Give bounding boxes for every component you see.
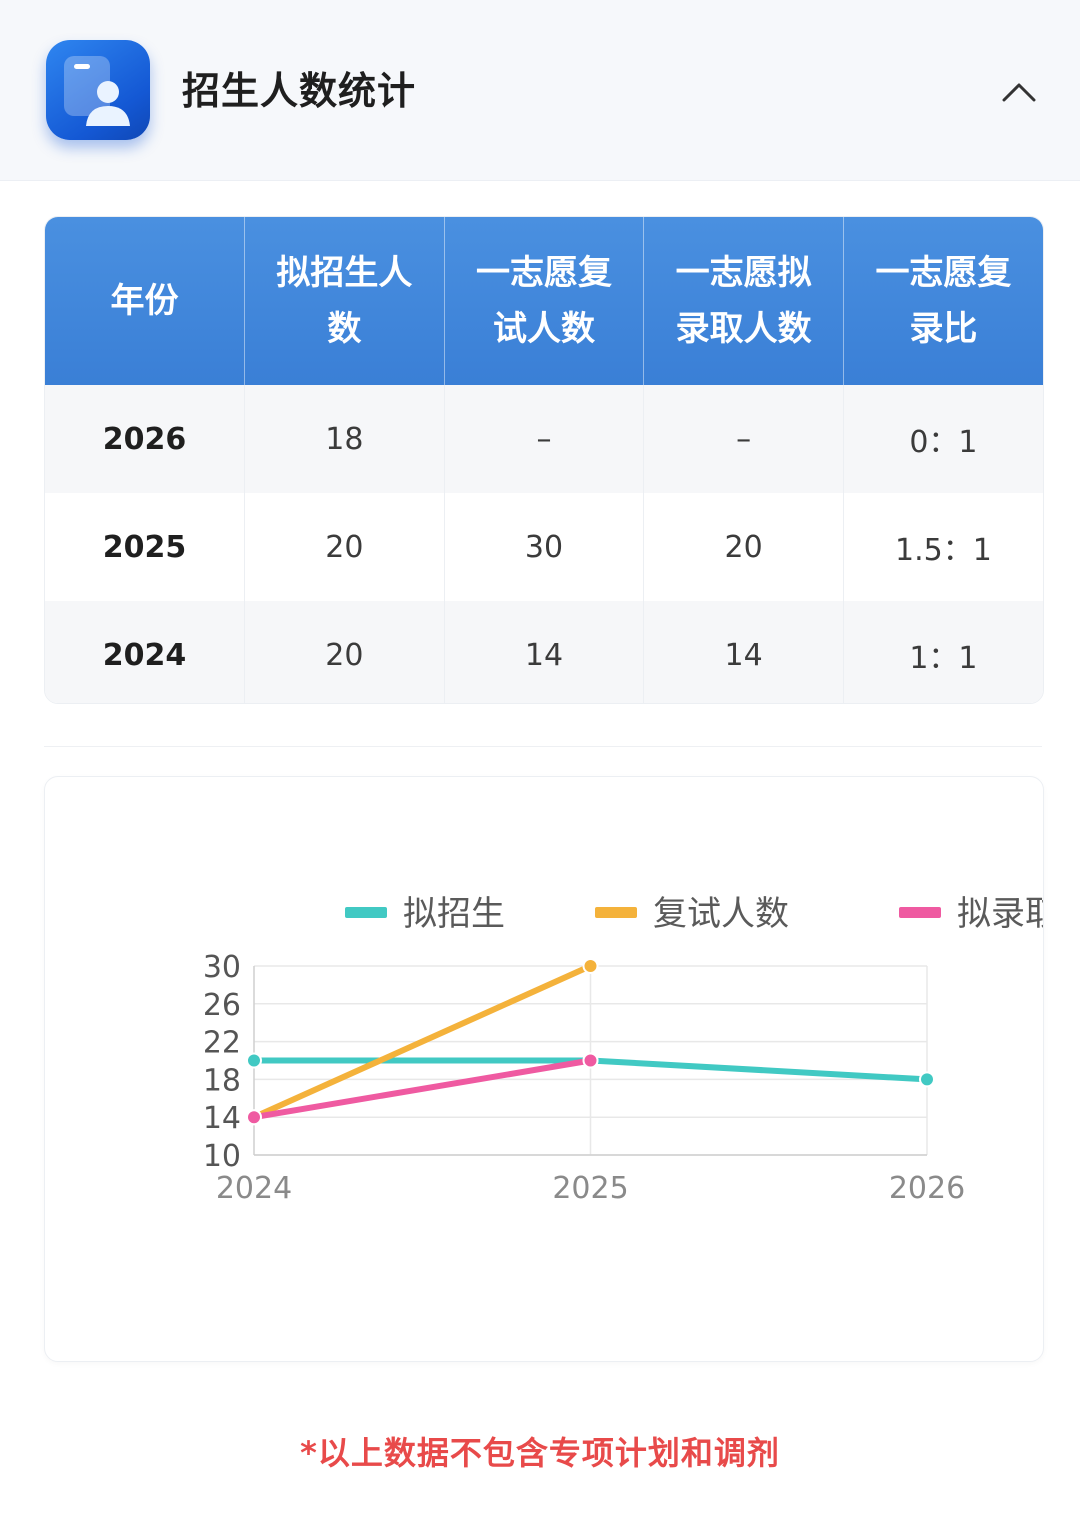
table-row: 2026 18 – – 0：1 xyxy=(45,385,1043,493)
legend-swatch xyxy=(345,907,387,918)
table-cell: 0：1 xyxy=(843,385,1043,493)
data-point xyxy=(582,1052,599,1069)
y-tick-label: 22 xyxy=(203,1026,241,1061)
table-row: 2025 20 30 20 1.5：1 xyxy=(45,493,1043,601)
footnote: *以上数据不包含专项计划和调剂 xyxy=(300,1434,780,1472)
data-point xyxy=(246,1109,262,1126)
data-point xyxy=(582,958,599,974)
series-line xyxy=(251,963,594,1121)
legend-label: 拟招生 xyxy=(403,894,505,934)
legend-label: 复试人数 xyxy=(653,894,789,934)
table-cell: – xyxy=(444,385,645,493)
data-point xyxy=(919,1071,935,1088)
table-cell-year: 2026 xyxy=(45,385,246,493)
x-tick-label: 2024 xyxy=(216,1171,292,1206)
legend-swatch xyxy=(899,907,941,918)
column-header-ratio: 一志愿复 录比 xyxy=(843,217,1043,385)
table-header-row: 年份 拟招生人数 一志愿复 试人数 一志愿拟 录取人数 一志愿复 录比 xyxy=(45,217,1043,385)
page-title: 招生人数统计 xyxy=(182,69,417,113)
y-tick-label: 10 xyxy=(203,1139,241,1174)
legend-swatch xyxy=(595,907,637,918)
table-cell: 20 xyxy=(244,493,445,601)
column-header-year: 年份 xyxy=(45,217,246,385)
y-tick-label: 26 xyxy=(203,988,241,1023)
table-cell: 1.5：1 xyxy=(843,493,1043,601)
chart-card: 30 26 22 18 14 10 2024 2025 2026 拟招生 复试人数 拟录取 xyxy=(44,776,1044,1362)
table-cell: 18 xyxy=(244,385,445,493)
table-cell: 30 xyxy=(444,493,645,601)
table-cell: 14 xyxy=(643,601,844,703)
series-line xyxy=(251,1057,594,1121)
table-cell: 20 xyxy=(244,601,445,703)
column-header-admitted: 一志愿拟 录取人数 xyxy=(643,217,844,385)
table-cell: 14 xyxy=(444,601,645,703)
column-header-retest: 一志愿复 试人数 xyxy=(444,217,645,385)
y-tick-label: 18 xyxy=(203,1063,241,1098)
table-cell-year: 2024 xyxy=(45,601,246,703)
chevron-up-icon xyxy=(1002,83,1036,102)
x-tick-label: 2025 xyxy=(552,1171,628,1206)
profile-card-icon xyxy=(46,40,150,140)
y-tick-label: 30 xyxy=(203,950,241,985)
enrollment-table: 年份 拟招生人数 一志愿复 试人数 一志愿拟 录取人数 一志愿复 录比 2026 18… xyxy=(44,216,1044,704)
data-point xyxy=(246,1052,262,1069)
legend-label: 拟录取 xyxy=(957,894,1043,934)
table-row: 2024 20 14 14 1：1 xyxy=(45,601,1043,703)
table-cell: 1：1 xyxy=(843,601,1043,703)
collapse-button[interactable] xyxy=(994,70,1044,114)
table-cell-year: 2025 xyxy=(45,493,246,601)
column-header-planned: 拟招生人数 xyxy=(244,217,445,385)
table-cell: – xyxy=(643,385,844,493)
table-cell: 20 xyxy=(643,493,844,601)
section-header[interactable]: 招生人数统计 xyxy=(0,0,1080,181)
section-divider xyxy=(44,746,1042,747)
x-tick-label: 2026 xyxy=(889,1171,965,1206)
y-tick-label: 14 xyxy=(203,1101,241,1136)
